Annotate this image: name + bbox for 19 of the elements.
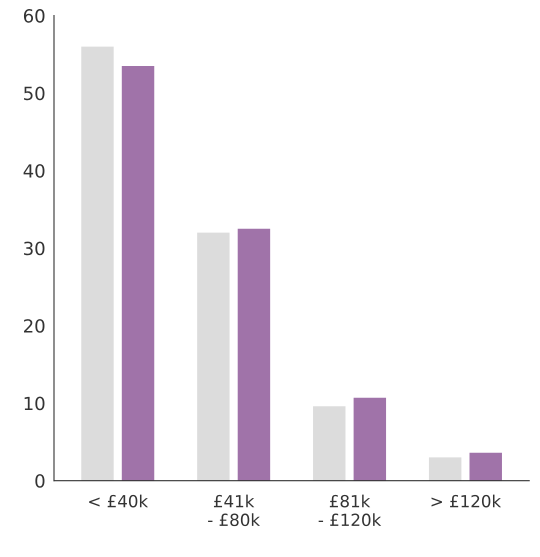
y-tick-label: 50: [24, 86, 44, 100]
x-tick-label: £81k - £120k: [318, 494, 382, 526]
y-tick-label: 0: [35, 474, 44, 488]
bar: [238, 228, 270, 481]
bar: [428, 457, 462, 481]
bar: [313, 406, 346, 481]
x-tick-label: > £120k: [432, 494, 502, 508]
bar: [81, 46, 114, 481]
x-tick-label: < £40k: [89, 494, 148, 508]
bar: [354, 398, 386, 481]
y-tick-label: 10: [24, 396, 44, 410]
bar: [470, 452, 502, 481]
y-tick-label: 20: [24, 319, 44, 333]
x-tick-label: £41k - £80k: [208, 494, 260, 526]
y-tick-label: 30: [24, 242, 44, 256]
y-tick-label: 40: [24, 164, 44, 178]
bar: [197, 232, 230, 481]
bar: [122, 66, 154, 481]
y-tick-label: 60: [24, 9, 44, 23]
